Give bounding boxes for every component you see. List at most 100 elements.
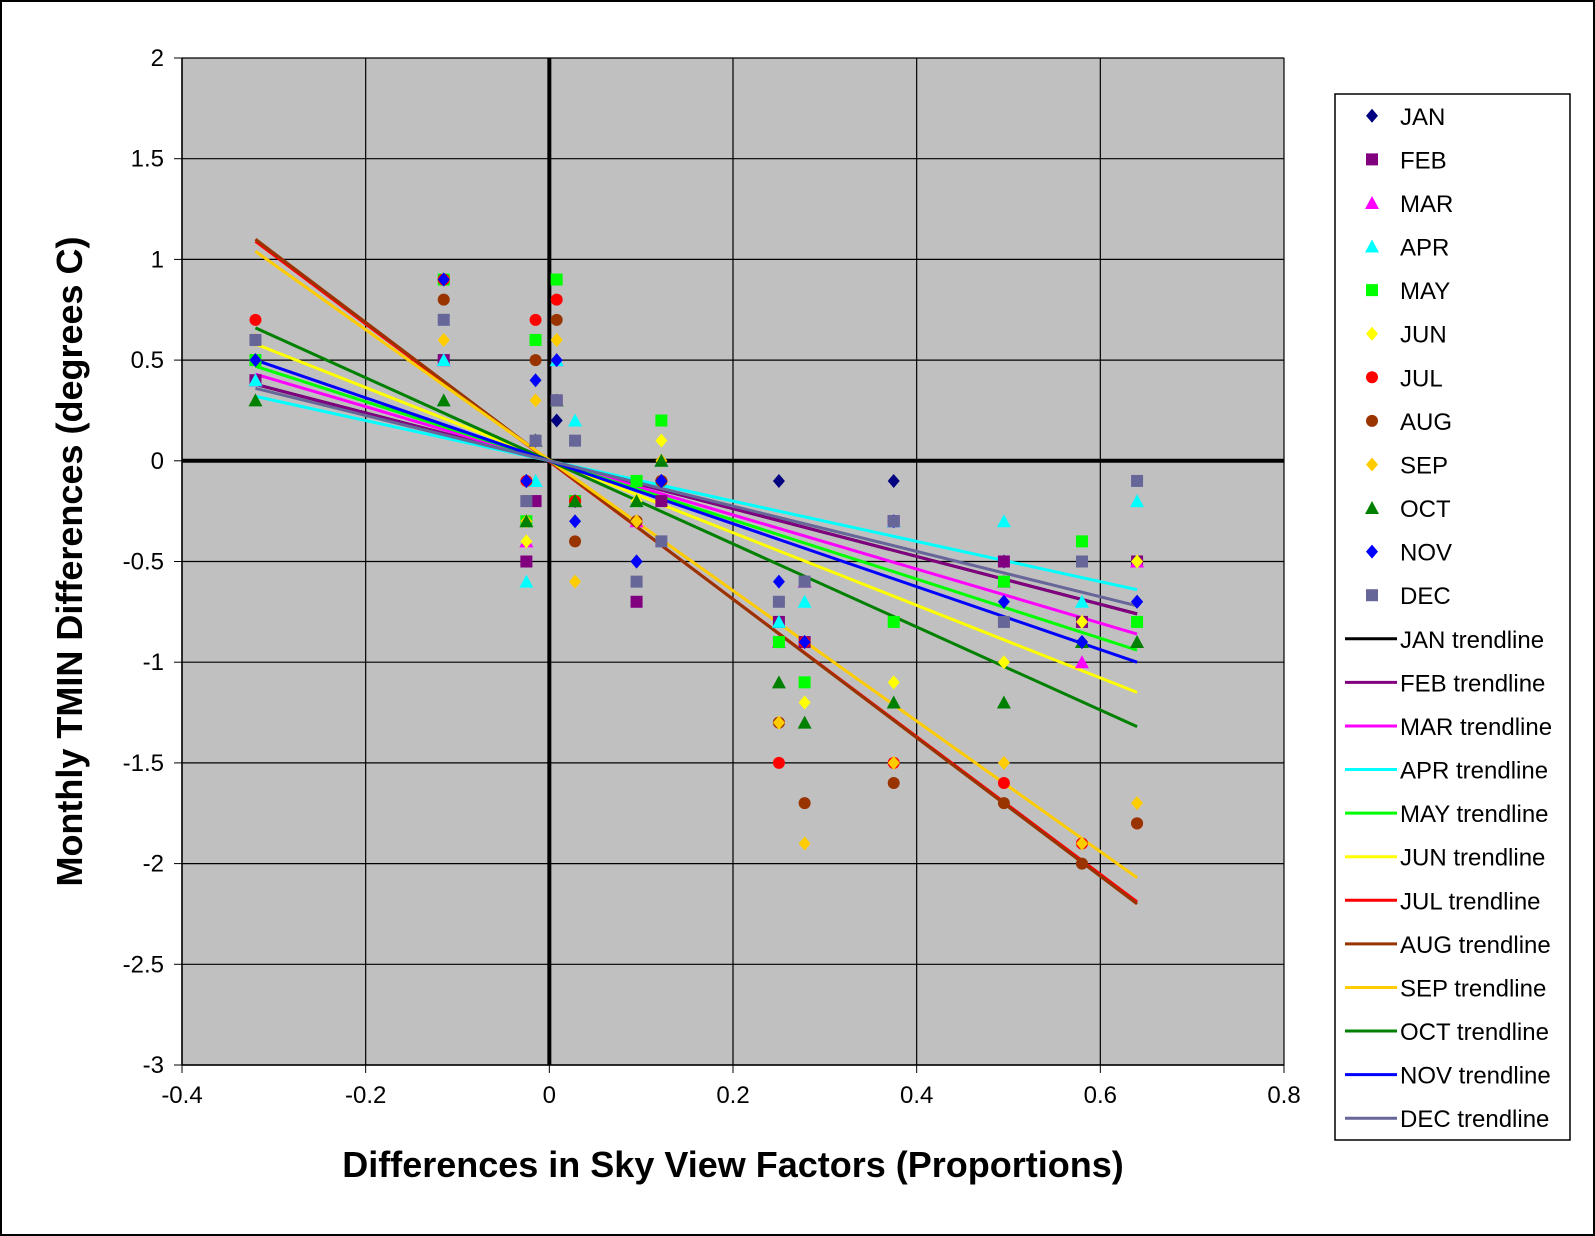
jan-point: [772, 473, 785, 488]
jun-point: [997, 655, 1010, 670]
x-tick-label: 0.6: [1084, 1082, 1117, 1109]
legend-label: JAN trendline: [1400, 627, 1544, 654]
legend-label: MAR: [1400, 191, 1453, 218]
may-point: [1075, 535, 1088, 548]
legend-label: DEC: [1400, 583, 1451, 610]
nov-point: [655, 473, 668, 488]
dec-point: [1131, 474, 1144, 487]
data-points: [248, 272, 1145, 870]
dec-trendline: [255, 386, 1138, 608]
dec-point: [437, 313, 450, 326]
y-tick-labels: -3 -2.5 -2 -1.5 -1 -0.5 0 0.5 1 1.5 2: [123, 45, 164, 1079]
dec-point: [550, 394, 563, 407]
legend-label: MAY: [1400, 278, 1450, 305]
legend-label: JUL trendline: [1400, 888, 1541, 915]
apr-legend-swatch: [1365, 239, 1379, 253]
jul-point: [550, 293, 563, 306]
legend-label: AUG: [1400, 409, 1452, 436]
dec-point: [529, 434, 542, 447]
jun-point: [887, 675, 900, 690]
aug-trendline: [254, 238, 1138, 906]
apr-point: [771, 614, 786, 628]
may-point: [630, 474, 643, 487]
jun-legend-swatch: [1366, 326, 1378, 341]
may-point: [550, 273, 563, 286]
legend-label: FEB trendline: [1400, 670, 1545, 697]
nov-point: [630, 554, 643, 569]
y-tick-label: 1: [151, 246, 164, 273]
legend-label: APR trendline: [1400, 758, 1548, 785]
apr-point: [1130, 494, 1145, 508]
jul-point: [249, 313, 262, 326]
y-tick-label: -0.5: [123, 549, 164, 576]
feb-point: [529, 495, 542, 508]
oct-point: [629, 494, 644, 508]
sep-point: [550, 332, 563, 347]
apr-point: [519, 574, 534, 588]
legend-label: JAN: [1400, 104, 1445, 131]
dec-point: [655, 535, 668, 548]
dec-point: [630, 575, 643, 588]
nov-legend-swatch: [1366, 544, 1378, 559]
jul-point: [529, 313, 542, 326]
legend-label: OCT trendline: [1400, 1019, 1549, 1046]
aug-point: [529, 354, 542, 367]
dec-point: [249, 333, 262, 346]
may-trendline: [255, 364, 1138, 652]
apr-point: [797, 594, 812, 608]
sep-point: [772, 715, 785, 730]
x-tick-label: -0.4: [161, 1082, 202, 1109]
nov-trendline: [254, 358, 1138, 664]
nov-point: [569, 514, 582, 529]
legend-label: MAY trendline: [1400, 801, 1549, 828]
legend-box: [1334, 93, 1571, 1141]
jan-point: [887, 473, 900, 488]
jul-point: [997, 777, 1010, 790]
aug-point: [997, 797, 1010, 810]
x-axis-title: Differences in Sky View Factors (Proport…: [342, 1144, 1124, 1185]
feb-point: [630, 595, 643, 608]
sep-point: [529, 393, 542, 408]
legend-label: JUN: [1400, 322, 1447, 349]
mar-trendline: [255, 372, 1138, 636]
sep-point: [1131, 796, 1144, 811]
y-tick-label: 1.5: [131, 146, 164, 173]
oct-point: [568, 494, 583, 508]
apr-trendline: [255, 394, 1138, 592]
jun-point: [520, 534, 533, 549]
apr-point: [996, 514, 1011, 528]
y-tick-label: 0: [151, 448, 164, 475]
sep-trendline: [254, 250, 1138, 879]
oct-point: [1130, 635, 1145, 649]
dec-point: [772, 595, 785, 608]
zero-axes: [181, 58, 1284, 1066]
may-point: [529, 333, 542, 346]
y-tick-label: -2.5: [123, 951, 164, 978]
y-tick-label: -1: [143, 649, 164, 676]
y-tick-label: -2: [143, 851, 164, 878]
sep-point: [630, 514, 643, 529]
apr-point: [248, 373, 263, 387]
nov-point: [1075, 635, 1088, 650]
sep-point: [997, 755, 1010, 770]
oct-trendline: [254, 326, 1138, 729]
dec-point: [1075, 555, 1088, 568]
x-tick-label: 0.8: [1267, 1082, 1300, 1109]
aug-point: [798, 797, 811, 810]
jul-legend-swatch: [1366, 371, 1378, 384]
legend-label: APR: [1400, 235, 1449, 262]
y-axis-title: Monthly TMIN Differences (degrees C): [49, 236, 90, 886]
jul-point: [772, 756, 785, 769]
jun-point: [655, 433, 668, 448]
dec-point: [520, 495, 533, 508]
y-tick-label: -3: [143, 1052, 164, 1079]
apr-point: [528, 473, 543, 487]
x-tick-label: -0.2: [345, 1082, 386, 1109]
feb-trendline: [255, 382, 1138, 616]
feb-legend-swatch: [1366, 153, 1378, 166]
dec-point: [798, 575, 811, 588]
mar-point: [1074, 655, 1089, 669]
jun-point: [798, 695, 811, 710]
jan-point: [550, 413, 563, 428]
